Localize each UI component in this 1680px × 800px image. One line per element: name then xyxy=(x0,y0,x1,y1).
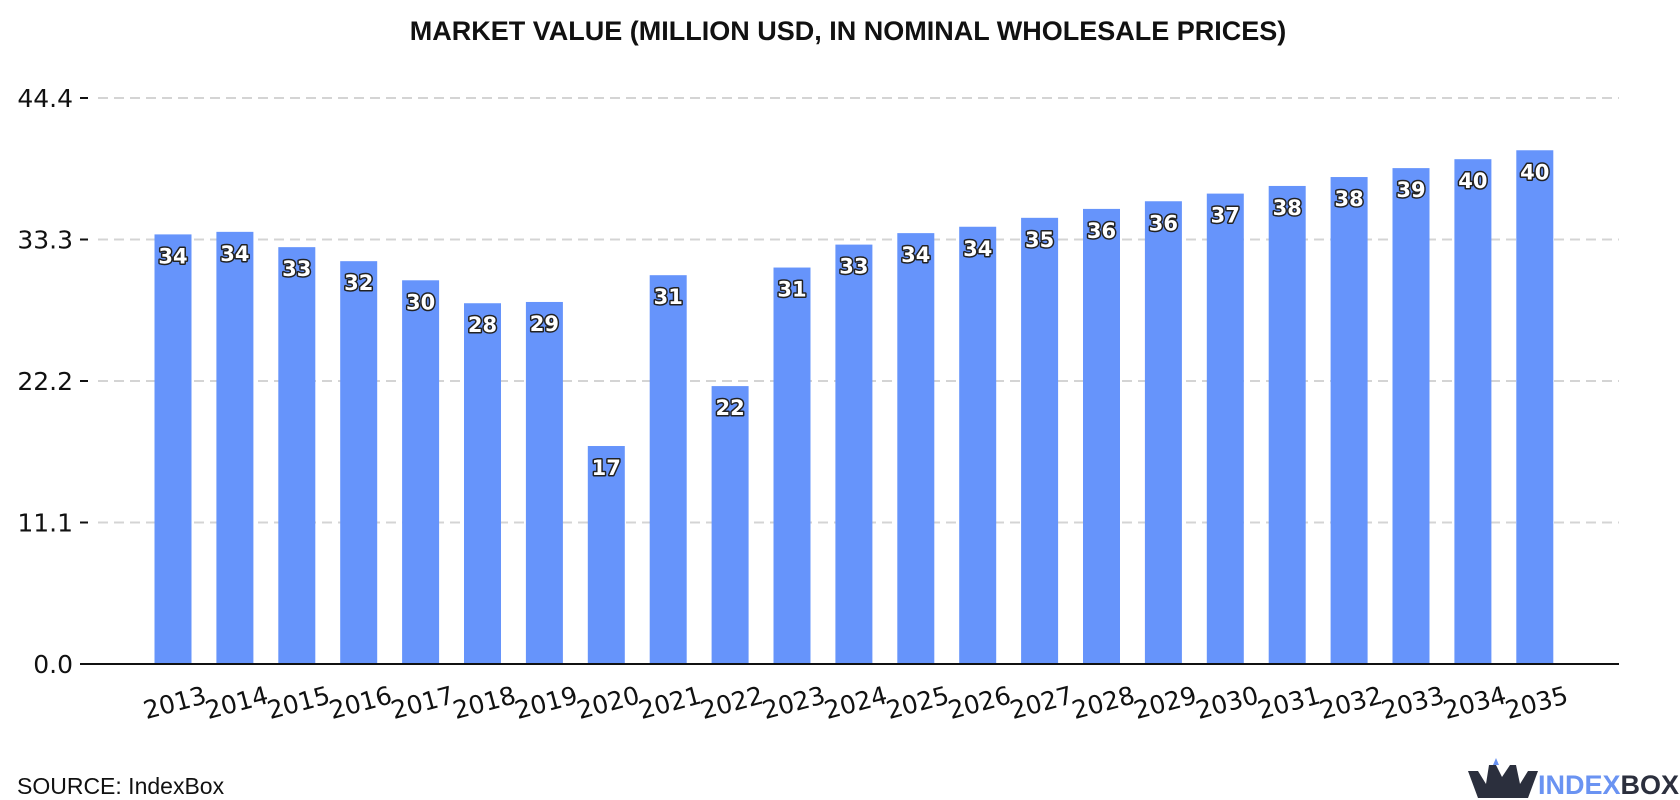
bar-2022 xyxy=(711,386,749,664)
bar-2028 xyxy=(1083,208,1120,665)
x-tick-label-2024: 2024 xyxy=(821,681,890,725)
x-tick-label-2030: 2030 xyxy=(1193,681,1262,725)
y-tick-label: 33.3 xyxy=(17,226,73,255)
x-tick-label-2031: 2031 xyxy=(1255,681,1324,725)
data-label-2023: 31 xyxy=(777,278,806,302)
data-label-2017: 30 xyxy=(406,290,435,314)
x-tick-label-2027: 2027 xyxy=(1007,681,1076,725)
bar-2033 xyxy=(1392,168,1430,664)
logo-text-index: INDEX xyxy=(1538,770,1621,800)
data-label-2030: 37 xyxy=(1211,204,1240,228)
bar-2035 xyxy=(1516,150,1554,665)
x-tick-label-2028: 2028 xyxy=(1069,681,1138,725)
data-label-2025: 34 xyxy=(901,243,930,267)
y-tick-label: 22.2 xyxy=(17,367,73,396)
x-tick-label-2029: 2029 xyxy=(1131,681,1200,725)
x-tick-label-2022: 2022 xyxy=(697,681,766,725)
data-label-2034: 40 xyxy=(1458,169,1487,193)
bar-2034 xyxy=(1454,159,1492,664)
x-tick-label-2014: 2014 xyxy=(202,681,271,725)
data-label-2022: 22 xyxy=(715,396,744,420)
data-label-2020: 17 xyxy=(592,456,621,480)
data-label-2028: 36 xyxy=(1087,219,1116,243)
x-tick-label-2035: 2035 xyxy=(1502,681,1571,725)
data-label-2015: 33 xyxy=(282,257,311,281)
data-label-2021: 31 xyxy=(654,285,683,309)
x-tick-label-2023: 2023 xyxy=(759,681,828,725)
x-tick-label-2018: 2018 xyxy=(450,681,519,725)
crown-bucket-icon xyxy=(1468,758,1538,798)
bar-2024 xyxy=(835,244,873,664)
data-label-2026: 34 xyxy=(963,237,992,261)
y-tick-label: 44.4 xyxy=(17,84,73,113)
x-tick-label-2032: 2032 xyxy=(1316,681,1385,725)
indexbox-logo: INDEXBOX xyxy=(1468,758,1679,800)
data-label-2019: 29 xyxy=(530,312,559,336)
bar-2017 xyxy=(402,280,440,664)
data-label-2016: 32 xyxy=(344,271,373,295)
bar-2018 xyxy=(464,303,501,664)
svg-text:INDEXBOX: INDEXBOX xyxy=(1538,770,1679,800)
x-tick-label-2021: 2021 xyxy=(636,681,705,725)
data-label-2024: 33 xyxy=(839,255,868,279)
data-label-2018: 28 xyxy=(468,313,497,337)
bar-2025 xyxy=(897,233,935,664)
bar-2019 xyxy=(525,301,563,664)
logo-text-box: BOX xyxy=(1621,770,1680,800)
x-tick-label-2019: 2019 xyxy=(512,681,581,725)
x-tick-label-2013: 2013 xyxy=(140,681,209,725)
x-tick-label-2034: 2034 xyxy=(1440,681,1509,725)
x-tick-label-2015: 2015 xyxy=(264,681,333,725)
bar-2016 xyxy=(340,261,378,664)
data-label-2033: 39 xyxy=(1396,178,1425,202)
data-label-2031: 38 xyxy=(1273,196,1302,220)
x-tick-label-2020: 2020 xyxy=(574,681,643,725)
data-labels: 34 34 33 32 30 28 29 17 31 22 31 33 34 34 35 36 36 37 38 38… xyxy=(157,159,1551,482)
x-axis-ticks: 2013201420152016201720182019202020212022… xyxy=(140,681,1571,725)
bar-2027 xyxy=(1021,217,1059,664)
bar-2015 xyxy=(278,247,316,664)
bar-2032 xyxy=(1330,177,1368,664)
y-axis-ticks: 0.0 11.1 22.2 33.3 44.4 xyxy=(17,84,88,679)
bar-2031 xyxy=(1268,185,1306,664)
bar-2020 xyxy=(587,446,625,664)
data-label-2014: 34 xyxy=(220,242,249,266)
bar-2029 xyxy=(1144,201,1182,664)
x-tick-label-2016: 2016 xyxy=(326,681,395,725)
y-tick-label: 0.0 xyxy=(33,650,73,679)
bar-2030 xyxy=(1206,193,1244,665)
data-label-2035: 40 xyxy=(1520,160,1549,184)
x-tick-label-2025: 2025 xyxy=(883,681,952,725)
data-label-2013: 34 xyxy=(158,244,187,268)
x-tick-label-2026: 2026 xyxy=(945,681,1014,725)
bar-2023 xyxy=(773,267,811,664)
bar-2021 xyxy=(649,275,687,664)
bar-2013 xyxy=(154,234,192,665)
x-tick-label-2033: 2033 xyxy=(1378,681,1447,725)
data-label-2029: 36 xyxy=(1149,211,1178,235)
bar-2014 xyxy=(216,231,254,664)
source-note: SOURCE: IndexBox xyxy=(17,773,225,799)
y-tick-label: 11.1 xyxy=(17,509,73,538)
x-tick-label-2017: 2017 xyxy=(388,681,457,725)
bar-2026 xyxy=(959,226,997,664)
data-label-2032: 38 xyxy=(1334,187,1363,211)
chart-title: MARKET VALUE (MILLION USD, IN NOMINAL WH… xyxy=(410,16,1287,46)
data-label-2027: 35 xyxy=(1025,228,1054,252)
bars xyxy=(154,150,1554,665)
